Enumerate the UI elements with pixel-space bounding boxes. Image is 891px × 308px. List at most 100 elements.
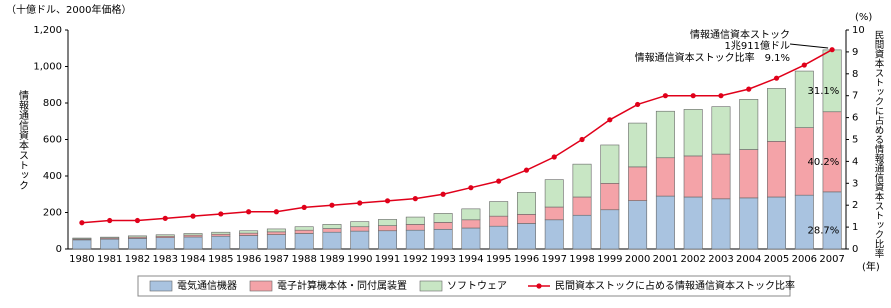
ratio-point (746, 86, 752, 92)
bar-segment (405, 224, 425, 231)
bar-segment (155, 237, 175, 250)
ratio-point (218, 211, 224, 217)
bar-segment (239, 232, 259, 236)
ratio-point (468, 185, 474, 191)
legend-swatch (249, 280, 273, 292)
x-tick-label: 2003 (708, 254, 733, 265)
bar-segment (433, 213, 453, 223)
x-tick-label: 1990 (347, 254, 372, 265)
x-tick-label: 1992 (403, 254, 428, 265)
bar-segment (489, 201, 509, 217)
bar-segment (294, 229, 314, 234)
bar-segment (544, 179, 564, 208)
bar-segment (155, 234, 175, 237)
bar-segment (211, 231, 231, 235)
x-tick-label: 1994 (458, 254, 483, 265)
bar-segment (739, 149, 759, 199)
unit-label: （十億ドル、2000年価格） (6, 3, 131, 16)
y-tick-label: 800 (43, 98, 62, 109)
x-tick-label: 1983 (153, 254, 178, 265)
y2-tick-label: 8 (852, 69, 858, 80)
ratio-line (81, 49, 833, 224)
x-tick-label: 1998 (569, 254, 594, 265)
y-tick-label: 400 (43, 171, 62, 182)
bar-segment (767, 88, 787, 142)
x-tick-label: 1984 (180, 254, 205, 265)
x-tick-label: 1981 (97, 254, 122, 265)
bar-segment (655, 195, 675, 250)
bar-segment (127, 238, 147, 250)
bar-segment (350, 230, 370, 250)
bar-segment (489, 225, 509, 250)
x-tick-label: 1987 (264, 254, 289, 265)
y-tick-label: 1,200 (33, 25, 62, 36)
ratio-point (412, 196, 418, 202)
share-label: 40.2% (807, 157, 839, 168)
annotation: 情報通信資本ストック (690, 28, 790, 41)
y2-tick-label: 2 (852, 200, 858, 211)
bar-segment (100, 236, 120, 239)
ratio-point (773, 75, 780, 81)
y-tick-label: 600 (43, 135, 62, 146)
bar-segment (600, 144, 620, 184)
x-tick-label: 1996 (514, 254, 539, 265)
bar-segment (628, 200, 648, 250)
bar-segment (489, 215, 509, 227)
y2-tick-label: 0 (852, 244, 858, 255)
x-unit-label: (年) (862, 260, 880, 273)
x-tick-label: 2002 (680, 254, 705, 265)
bar-segment (628, 166, 648, 201)
y2-tick-label: 3 (852, 178, 858, 189)
ratio-point (384, 198, 391, 204)
x-tick-label: 1980 (69, 254, 94, 265)
x-tick-label: 2004 (736, 254, 761, 265)
y2-tick-label: 7 (852, 91, 858, 102)
bar-segment (655, 110, 675, 159)
bar-segment (544, 219, 564, 250)
bar-segment (239, 230, 259, 234)
bar-segment (127, 235, 147, 238)
bar-segment (433, 222, 453, 230)
ratio-point (662, 93, 668, 99)
bar-segment (433, 228, 453, 250)
bar-segment (711, 106, 731, 155)
x-tick-label: 1982 (125, 254, 150, 265)
ratio-point (162, 215, 168, 221)
ratio-point (190, 213, 196, 219)
ratio-point (107, 217, 113, 224)
ratio-point (134, 217, 141, 224)
bar-segment (461, 227, 481, 250)
bar-segment (211, 233, 231, 237)
bar-segment (572, 163, 592, 198)
bar-segment (794, 194, 814, 250)
ratio-point (523, 167, 530, 173)
legend-dot (536, 283, 542, 289)
x-tick-label: 2005 (764, 254, 789, 265)
bar-segment (822, 191, 842, 250)
ratio-point (551, 154, 557, 160)
bar-segment (461, 208, 481, 221)
legend-label: 民間資本ストックに占める情報通信資本ストック比率 (555, 279, 795, 292)
share-label: 28.7% (807, 225, 839, 236)
x-tick-label: 1995 (486, 254, 511, 265)
legend-swatch (419, 280, 443, 292)
x-tick-label: 1989 (319, 254, 344, 265)
bar-segment (739, 197, 759, 250)
bar-segment (461, 219, 481, 229)
bar-segment (600, 183, 620, 211)
ratio-point (301, 204, 307, 210)
y-tick-label: 1,000 (33, 62, 62, 73)
x-tick-label: 2000 (625, 254, 650, 265)
legend-label: 電子計算機本体・同付属装置 (277, 279, 407, 292)
bar-segment (628, 122, 648, 168)
bar-segment (572, 196, 592, 216)
bar-segment (572, 214, 592, 250)
x-tick-label: 1997 (542, 254, 567, 265)
bar-segment (183, 236, 203, 250)
bar-segment (378, 230, 398, 250)
bar-segment (794, 70, 814, 128)
bar-segment (739, 99, 759, 150)
y2-tick-label: 1 (852, 222, 858, 233)
bar-segment (683, 196, 703, 250)
